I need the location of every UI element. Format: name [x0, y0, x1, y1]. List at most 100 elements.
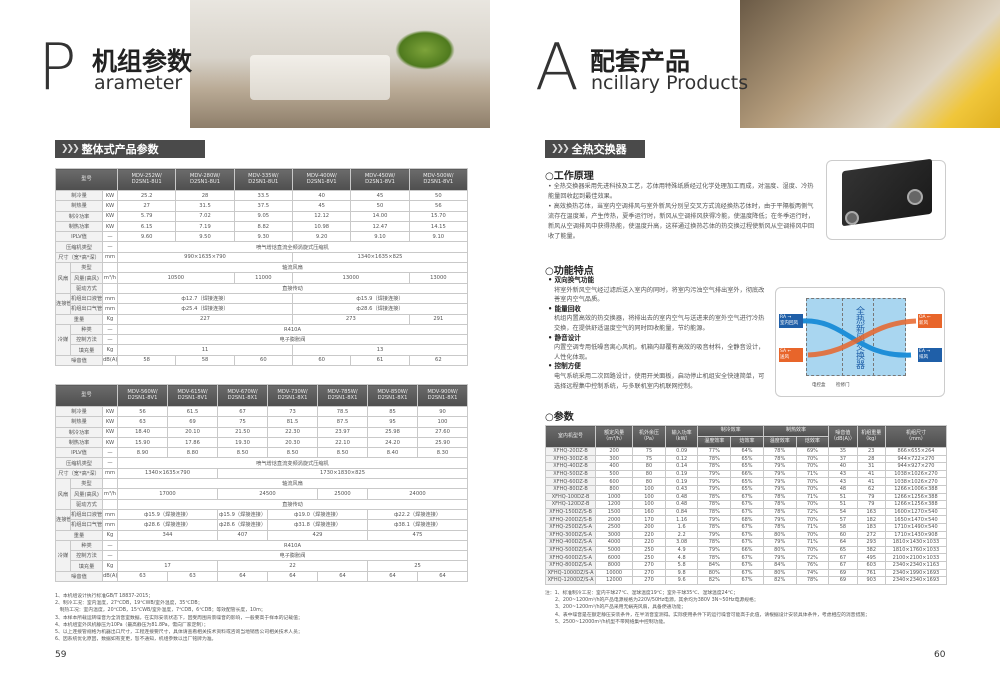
unit-cell: KW [102, 436, 118, 449]
row-label: 填充量 [70, 560, 103, 572]
table-row: 风扇 类型 轴流风扇 [55, 478, 468, 510]
model-header: MDV-335W/ D2SN1-8U1 [233, 168, 293, 191]
row-label: 类型 [70, 478, 103, 490]
row-label: 制热量 [55, 416, 103, 428]
value-cell: 63 [117, 570, 168, 583]
value-cell: 66% [730, 469, 764, 479]
value-cell: 80% [697, 568, 732, 578]
table-row: 制热功率 KW 15.90 17.86 19.30 20.30 22.10 24.20 25.9… [55, 436, 468, 449]
value-cell: 1650×1470×540 [884, 515, 948, 524]
value-cell: 22 [217, 560, 368, 572]
model-cell: XFHQ-1200DZ/S-A [544, 576, 597, 585]
value-cell: 600 [595, 477, 634, 486]
value-cell: 78% [795, 576, 830, 585]
value-cell: 9.6 [664, 576, 699, 585]
value-cell: 81.5 [267, 416, 318, 428]
value-cell: 78% [697, 462, 732, 471]
model-cell: XFHQ-400DZ/S-A [544, 538, 597, 547]
model-cell: XFHQ-600DZ/S-A [544, 553, 597, 562]
value-cell: 70% [795, 454, 830, 464]
value-cell: 67 [828, 560, 858, 570]
row-label: 噪音值 [55, 354, 103, 367]
value-cell: 1730×1830×825 [217, 467, 468, 480]
value-cell: 75 [632, 447, 666, 456]
oa-label: OA ← 新风 [918, 314, 942, 328]
unit-cell: — [102, 539, 118, 552]
value-cell: 67% [730, 560, 764, 570]
value-cell: 8.50 [317, 447, 368, 459]
unit-cell: KW [102, 405, 118, 418]
value-cell: 9.50 [175, 231, 235, 243]
value-cell: 80 [632, 477, 666, 486]
value-cell: 24000 [367, 488, 468, 500]
col-noise: 噪音值 （dB(A)） [828, 425, 858, 448]
value-cell: 65 [828, 545, 858, 555]
model-header: MDV-785W/ D2SN1-8X1 [317, 384, 368, 407]
value-cell: 15.70 [408, 210, 469, 222]
principle-heading: ○工作原理 [545, 171, 594, 182]
chevrons-icon: ❯❯❯ [551, 144, 570, 154]
value-cell: 70% [795, 500, 830, 509]
value-cell: 25.90 [417, 436, 468, 449]
value-cell: 60 [233, 354, 293, 367]
value-cell: 67% [730, 500, 764, 509]
product-image-frame [826, 158, 946, 240]
row-group-label: 连接管 [55, 508, 71, 531]
value-cell: 64 [828, 538, 858, 547]
model-header: MDV-670W/ D2SN1-8X1 [217, 384, 268, 407]
value-cell: 2340×2340×1163 [884, 560, 948, 570]
row-label: 尺寸（宽*高*深） [55, 467, 103, 480]
table-row: 冷媒 种类 — R410A [55, 323, 468, 356]
value-cell: 8000 [595, 560, 634, 570]
value-cell: 67% [730, 538, 764, 547]
value-cell: 1810×1430×1033 [884, 538, 948, 547]
unit-cell: KW [102, 210, 118, 222]
value-cell: 475 [367, 529, 468, 541]
unit-cell [102, 262, 118, 274]
table-row: 噪音值 dB(A) 58 58 60 60 61 62 [55, 354, 469, 367]
row-label: 风量(高风) [70, 272, 103, 284]
value-cell: 22.30 [267, 426, 318, 438]
col-enthalpy-efficiency: 焓效率 [730, 436, 764, 448]
value-cell: 1500 [595, 507, 634, 517]
table-row: 风扇 类型 轴流风扇 [55, 262, 468, 294]
note-line: 2、200~1200m³/h的产品电源规格为220V/50Hz电源，其余均为38… [555, 598, 759, 604]
value-cell: ф28.6（焊接连接） [117, 519, 218, 531]
value-cell: 1038×1026×270 [884, 477, 948, 486]
value-cell: 12.47 [350, 220, 410, 233]
unit-cell: — [102, 457, 118, 469]
row-label: 驱动方式 [70, 282, 103, 294]
value-cell: 31.5 [175, 200, 235, 212]
value-cell: 58 [175, 354, 235, 367]
value-cell: ф15.9（焊接连接） [117, 508, 218, 521]
value-cell: 48 [828, 484, 858, 494]
value-cell: 6000 [595, 553, 634, 562]
value-cell: 64 [217, 570, 268, 583]
note-line: 5、2500~12000m³/h机型不带网络集中控制功能。 [555, 619, 668, 625]
value-cell: 43 [828, 477, 858, 486]
value-cell: 78.5 [317, 405, 368, 418]
value-cell: 75 [632, 454, 666, 464]
value-cell: 电子膨胀阀 [117, 550, 468, 562]
table-row: 制冷功率 KW 18.40 20.10 21.50 22.30 23.97 25.98 27.6… [55, 426, 468, 438]
value-cell: 79% [697, 484, 732, 494]
value-cell: 84% [762, 560, 797, 570]
value-cell: 21.50 [217, 426, 268, 438]
value-cell: 78% [762, 507, 797, 517]
value-cell: 4.9 [664, 545, 699, 555]
value-cell: 25000 [317, 488, 368, 500]
value-cell: 71% [795, 492, 830, 502]
unit-cell: — [102, 241, 118, 253]
value-cell: 273 [291, 313, 410, 325]
value-cell: 20.30 [267, 436, 318, 449]
table-row: 填充量 Kg 17 22 25 [56, 560, 468, 572]
value-cell: 37.5 [233, 200, 293, 212]
value-cell: 72% [795, 507, 830, 517]
value-cell: 79% [697, 477, 732, 486]
value-cell: 轴流风扇 [117, 478, 468, 490]
value-cell: 160 [632, 507, 666, 517]
value-cell: 1340×1635×825 [291, 251, 469, 264]
model-cell: XFHQ-150DZ/S-B [544, 507, 597, 517]
value-cell: 272 [856, 530, 886, 540]
title-initial-letter: A [535, 31, 579, 105]
